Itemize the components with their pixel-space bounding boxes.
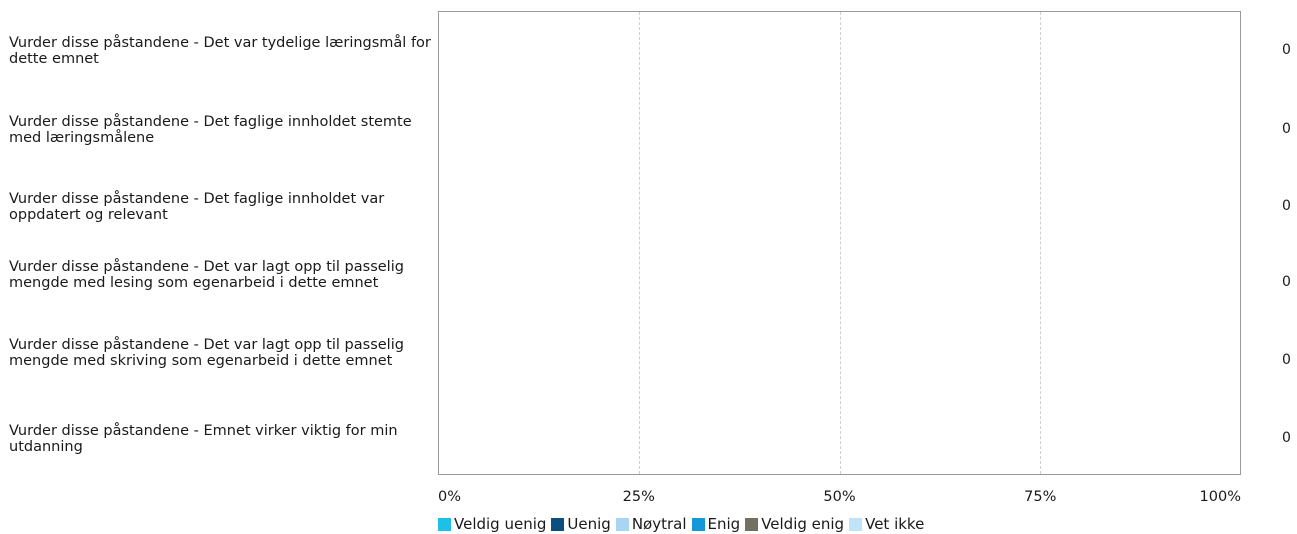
legend-swatch — [615, 517, 629, 531]
plot-area — [438, 11, 1241, 475]
legend-swatch — [551, 517, 565, 531]
x-tick-label: 50% — [823, 489, 856, 505]
response-count: 0 — [1282, 121, 1291, 137]
legend-swatch — [691, 517, 705, 531]
x-tick-label: 25% — [622, 489, 655, 505]
legend-item: Nøytral — [615, 515, 687, 533]
response-count: 0 — [1282, 430, 1291, 446]
gridline — [638, 12, 640, 474]
legend-label: Veldig enig — [761, 515, 845, 533]
category-label: Vurder disse påstandene - Det var tydeli… — [9, 35, 431, 67]
category-label: Vurder disse påstandene - Det var lagt o… — [9, 337, 404, 369]
legend-item: Enig — [691, 515, 741, 533]
category-label: Vurder disse påstandene - Det faglige in… — [9, 114, 412, 146]
x-tick-label: 75% — [1024, 489, 1057, 505]
legend-swatch — [438, 517, 451, 531]
legend-label: Uenig — [567, 515, 611, 533]
legend-label: Vet ikke — [865, 515, 925, 533]
legend-item: Vet ikke — [849, 515, 924, 533]
category-label: Vurder disse påstandene - Emnet virker v… — [9, 423, 398, 455]
gridline — [1040, 12, 1042, 474]
legend-item: Uenig — [551, 515, 611, 533]
legend: Veldig uenig Uenig Nøytral Enig Veldig enig V… — [438, 515, 929, 533]
response-count: 0 — [1282, 274, 1291, 290]
legend-label: Enig — [707, 515, 741, 533]
category-label: Vurder disse påstandene - Det faglige in… — [9, 191, 385, 223]
legend-label: Nøytral — [631, 515, 687, 533]
x-tick-label: 100% — [1199, 489, 1241, 505]
response-count: 0 — [1282, 42, 1291, 58]
legend-swatch — [849, 517, 863, 531]
x-tick-label: 0% — [438, 489, 462, 505]
legend-item: Veldig enig — [745, 515, 844, 533]
category-label: Vurder disse påstandene - Det var lagt o… — [9, 259, 404, 291]
legend-swatch — [745, 517, 759, 531]
gridline — [839, 12, 841, 474]
response-count: 0 — [1282, 198, 1291, 214]
response-count: 0 — [1282, 352, 1291, 368]
legend-label: Veldig uenig — [454, 515, 547, 533]
legend-item: Veldig uenig — [438, 515, 546, 533]
